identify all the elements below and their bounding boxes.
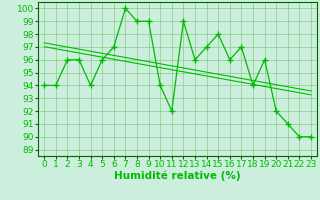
X-axis label: Humidité relative (%): Humidité relative (%) — [114, 171, 241, 181]
